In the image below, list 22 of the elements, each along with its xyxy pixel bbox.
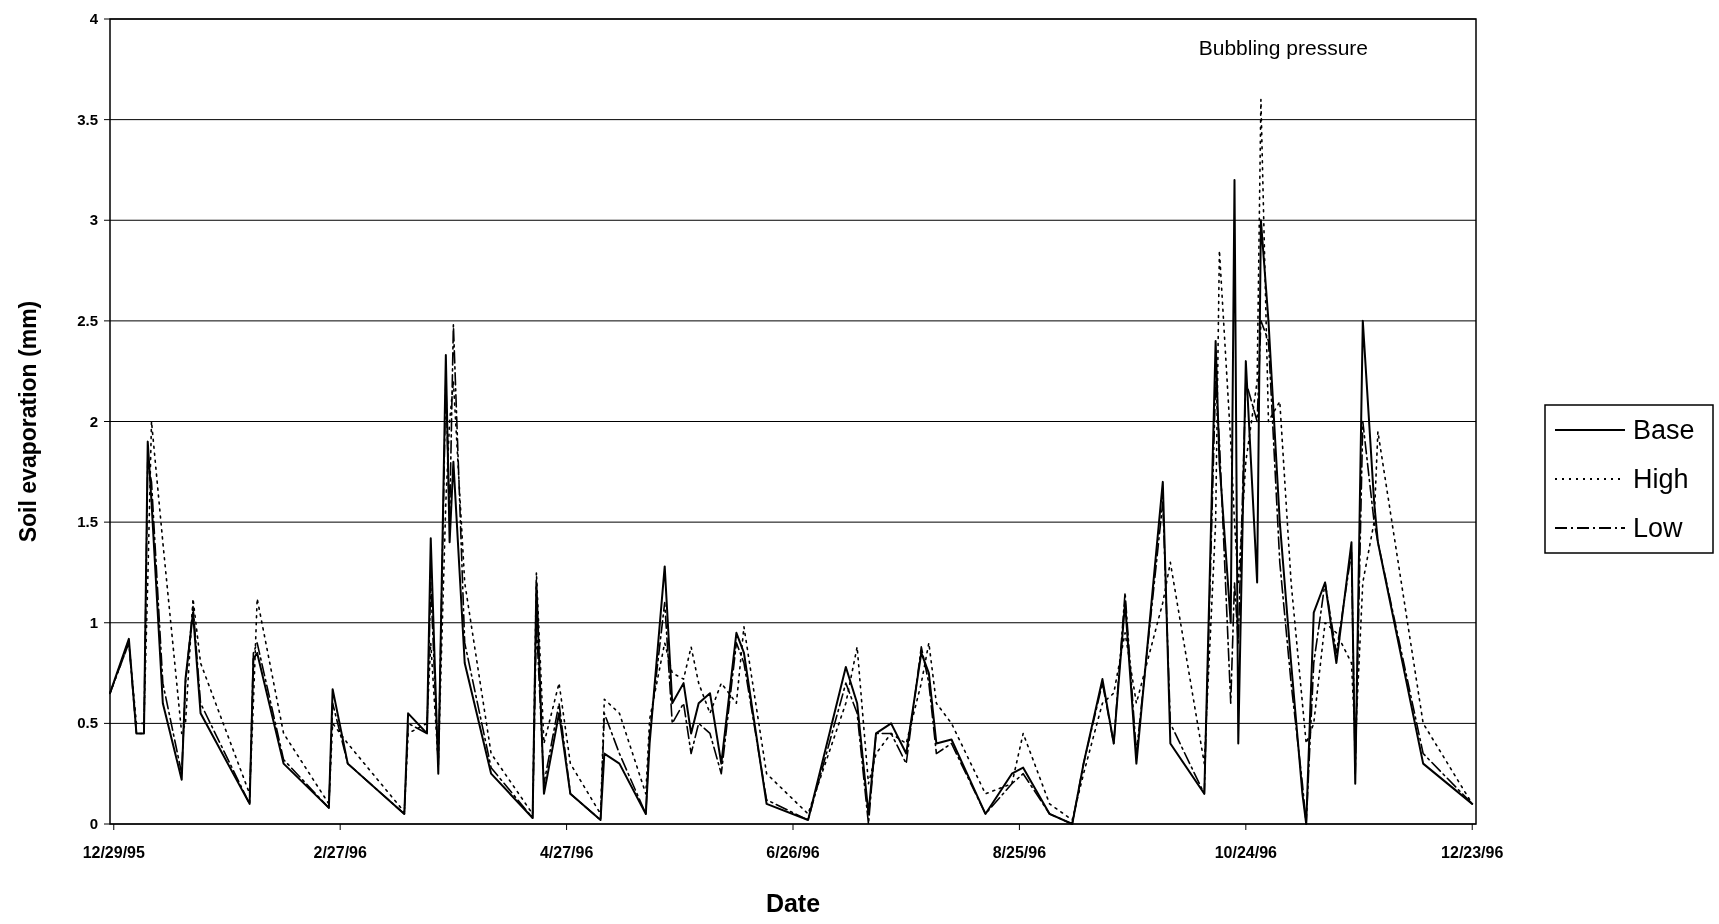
y-tick-label: 1.5 [77, 513, 98, 531]
x-tick-label: 4/27/96 [539, 844, 594, 861]
x-tick-label: 10/24/96 [1214, 844, 1278, 861]
y-tick-label: 1 [89, 613, 98, 631]
x-tick-label: 8/25/96 [992, 844, 1047, 861]
legend-label: Low [1633, 513, 1684, 543]
y-tick-label: 2 [89, 412, 98, 430]
x-tick-label: 6/26/96 [766, 844, 820, 861]
annotation: Bubbling pressure [1198, 36, 1368, 59]
y-axis-title: Soil evaporation (mm) [15, 300, 41, 543]
y-tick-label: 3 [89, 211, 98, 229]
x-tick-label: 2/27/96 [313, 844, 367, 861]
x-tick-label: 12/23/96 [1441, 844, 1504, 861]
x-tick-label: 12/29/95 [82, 844, 146, 861]
y-tick-label: 0 [89, 815, 98, 832]
y-tick-label: 4 [89, 10, 99, 27]
y-tick-label: 2.5 [77, 311, 98, 329]
y-tick-label: 0.5 [77, 714, 98, 732]
y-tick-label: 3.5 [77, 110, 98, 128]
legend-label: Base [1633, 415, 1695, 445]
legend-label: High [1633, 464, 1689, 494]
x-axis-title: Date [765, 889, 821, 917]
